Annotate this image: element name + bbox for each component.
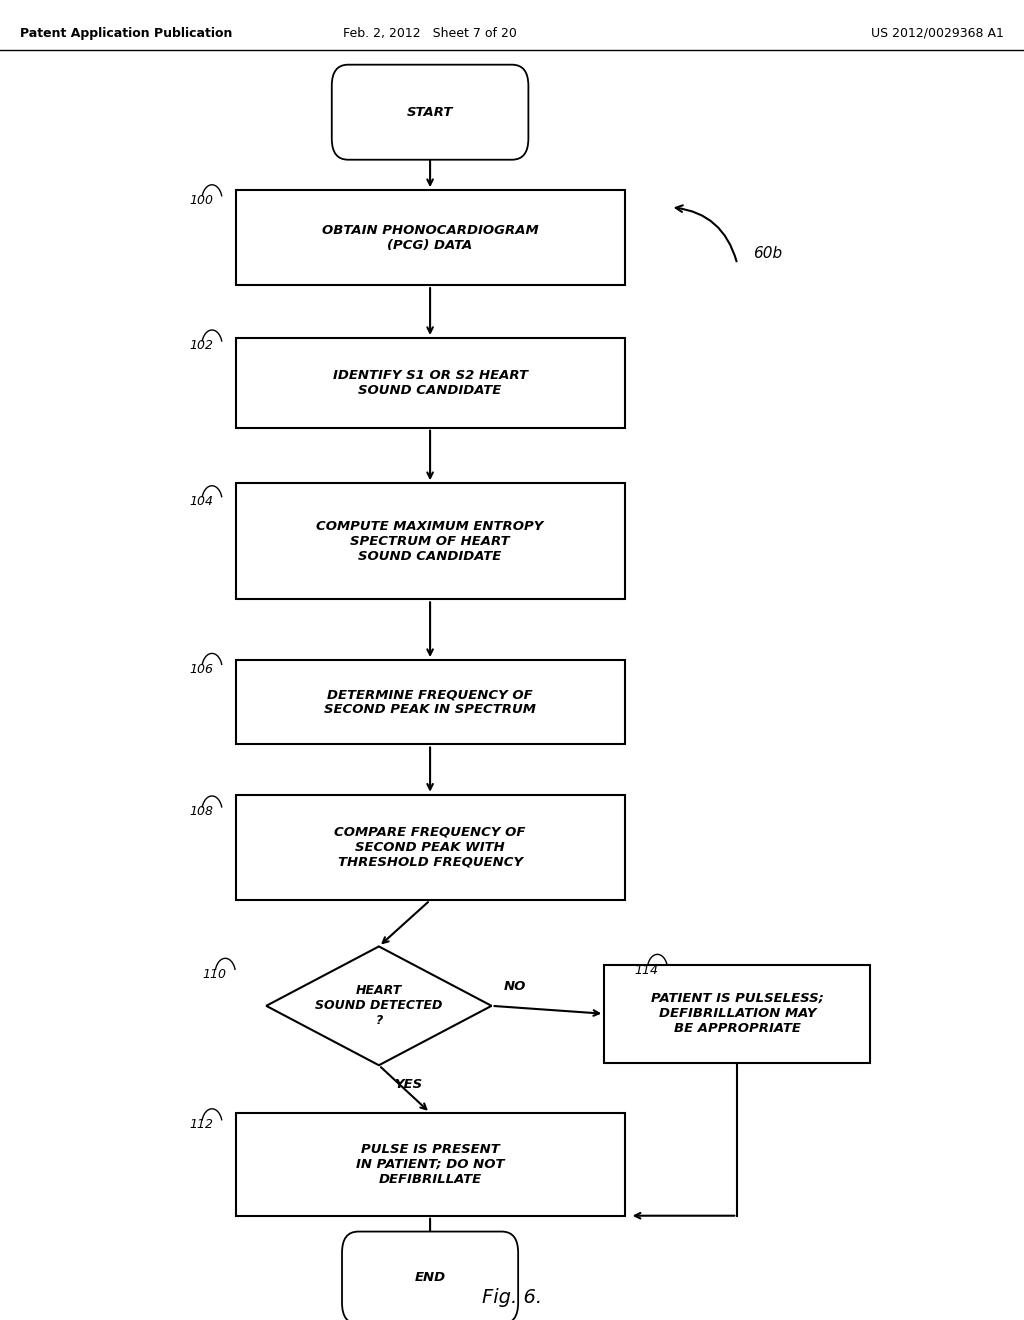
FancyBboxPatch shape: [236, 338, 625, 428]
Polygon shape: [266, 946, 492, 1065]
FancyBboxPatch shape: [332, 65, 528, 160]
Text: 100: 100: [189, 194, 213, 207]
Text: COMPARE FREQUENCY OF
SECOND PEAK WITH
THRESHOLD FREQUENCY: COMPARE FREQUENCY OF SECOND PEAK WITH TH…: [335, 826, 525, 869]
Text: DETERMINE FREQUENCY OF
SECOND PEAK IN SPECTRUM: DETERMINE FREQUENCY OF SECOND PEAK IN SP…: [325, 688, 536, 717]
Text: PULSE IS PRESENT
IN PATIENT; DO NOT
DEFIBRILLATE: PULSE IS PRESENT IN PATIENT; DO NOT DEFI…: [355, 1143, 505, 1185]
Text: IDENTIFY S1 OR S2 HEART
SOUND CANDIDATE: IDENTIFY S1 OR S2 HEART SOUND CANDIDATE: [333, 368, 527, 397]
FancyBboxPatch shape: [236, 1113, 625, 1216]
FancyArrowPatch shape: [676, 206, 736, 261]
Text: OBTAIN PHONOCARDIOGRAM
(PCG) DATA: OBTAIN PHONOCARDIOGRAM (PCG) DATA: [322, 223, 539, 252]
Text: 108: 108: [189, 805, 213, 818]
Text: Patent Application Publication: Patent Application Publication: [20, 26, 232, 40]
Text: Feb. 2, 2012   Sheet 7 of 20: Feb. 2, 2012 Sheet 7 of 20: [343, 26, 517, 40]
Text: 102: 102: [189, 339, 213, 352]
Text: 104: 104: [189, 495, 213, 508]
FancyBboxPatch shape: [236, 190, 625, 285]
Text: PATIENT IS PULSELESS;
DEFIBRILLATION MAY
BE APPROPRIATE: PATIENT IS PULSELESS; DEFIBRILLATION MAY…: [651, 993, 823, 1035]
Text: START: START: [407, 106, 454, 119]
Text: 106: 106: [189, 663, 213, 676]
FancyBboxPatch shape: [236, 660, 625, 744]
Text: 60b: 60b: [753, 246, 781, 261]
FancyBboxPatch shape: [342, 1232, 518, 1320]
Text: YES: YES: [394, 1078, 422, 1092]
Text: HEART
SOUND DETECTED
?: HEART SOUND DETECTED ?: [315, 985, 442, 1027]
Text: 110: 110: [203, 968, 226, 981]
Text: US 2012/0029368 A1: US 2012/0029368 A1: [870, 26, 1004, 40]
FancyBboxPatch shape: [604, 965, 870, 1063]
Text: NO: NO: [504, 979, 526, 993]
Text: END: END: [415, 1271, 445, 1284]
Text: Fig. 6.: Fig. 6.: [482, 1288, 542, 1307]
FancyBboxPatch shape: [236, 483, 625, 599]
Text: COMPUTE MAXIMUM ENTROPY
SPECTRUM OF HEART
SOUND CANDIDATE: COMPUTE MAXIMUM ENTROPY SPECTRUM OF HEAR…: [316, 520, 544, 562]
FancyBboxPatch shape: [236, 795, 625, 900]
Text: 114: 114: [635, 964, 658, 977]
Text: 112: 112: [189, 1118, 213, 1131]
